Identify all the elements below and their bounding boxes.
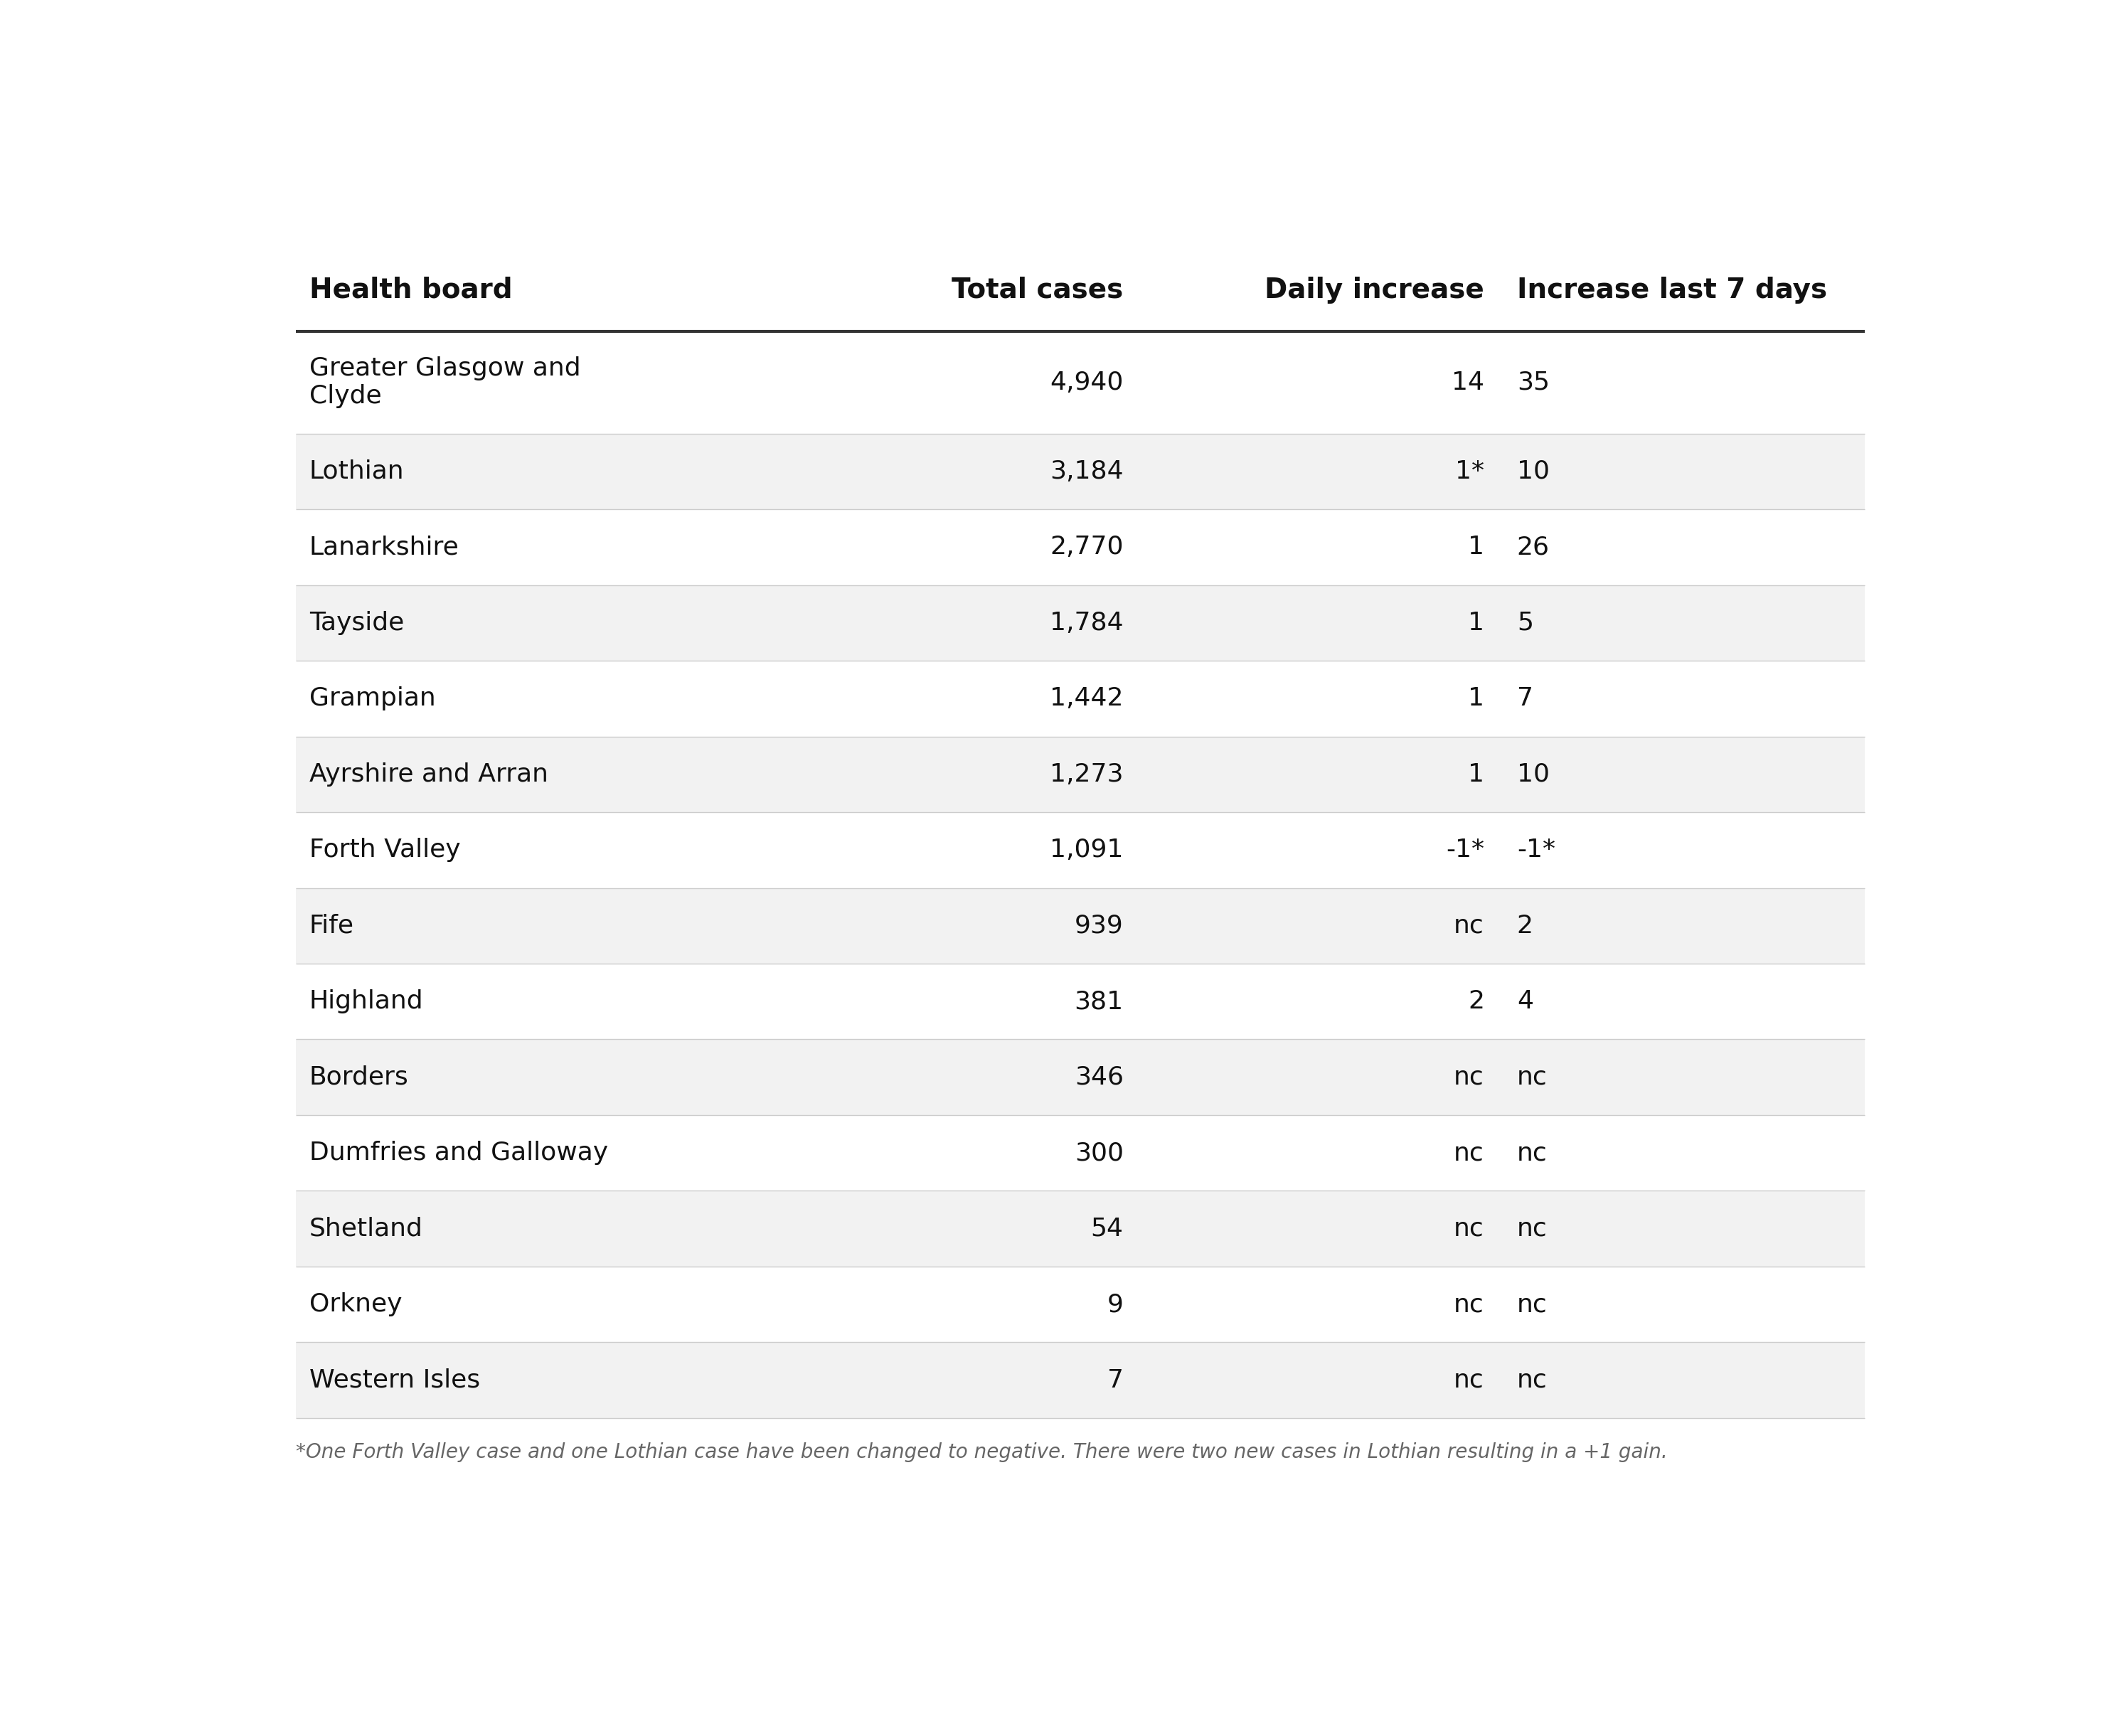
Bar (295, 812, 1863, 887)
Text: Highland: Highland (310, 990, 424, 1014)
Text: Ayrshire and Arran: Ayrshire and Arran (310, 762, 548, 786)
Text: Greater Glasgow and
Clyde: Greater Glasgow and Clyde (310, 356, 580, 408)
Bar (295, 887, 1863, 963)
Text: 381: 381 (1075, 990, 1124, 1014)
Text: 9: 9 (1107, 1292, 1124, 1316)
Text: 1: 1 (1467, 686, 1484, 710)
Text: nc: nc (1455, 913, 1484, 937)
Text: 10: 10 (1518, 762, 1549, 786)
Text: Tayside: Tayside (310, 611, 405, 635)
Bar (295, 736, 1863, 812)
Text: nc: nc (1518, 1217, 1547, 1241)
Text: 26: 26 (1518, 535, 1549, 559)
Text: 2: 2 (1467, 990, 1484, 1014)
Text: 7: 7 (1518, 686, 1533, 710)
Text: nc: nc (1518, 1066, 1547, 1090)
Text: nc: nc (1455, 1066, 1484, 1090)
Text: Increase last 7 days: Increase last 7 days (1518, 276, 1828, 304)
Text: 4: 4 (1518, 990, 1533, 1014)
Text: 54: 54 (1090, 1217, 1124, 1241)
Text: 14: 14 (1452, 370, 1484, 394)
Text: 1,784: 1,784 (1050, 611, 1124, 635)
Text: Health board: Health board (310, 276, 512, 304)
Text: nc: nc (1518, 1368, 1547, 1392)
Text: Shetland: Shetland (310, 1217, 424, 1241)
Text: Orkney: Orkney (310, 1292, 403, 1316)
Text: Fife: Fife (310, 913, 354, 937)
Text: 300: 300 (1075, 1141, 1124, 1165)
Text: 1*: 1* (1455, 460, 1484, 484)
Bar (295, 661, 1863, 736)
Text: nc: nc (1455, 1141, 1484, 1165)
Text: Dumfries and Galloway: Dumfries and Galloway (310, 1141, 607, 1165)
Bar (295, 1191, 1863, 1267)
Text: nc: nc (1455, 1217, 1484, 1241)
Text: Lanarkshire: Lanarkshire (310, 535, 460, 559)
Text: nc: nc (1518, 1141, 1547, 1165)
Text: Western Isles: Western Isles (310, 1368, 481, 1392)
Bar (295, 585, 1863, 661)
Text: 10: 10 (1518, 460, 1549, 484)
Text: -1*: -1* (1446, 838, 1484, 863)
Text: nc: nc (1518, 1292, 1547, 1316)
Text: *One Forth Valley case and one Lothian case have been changed to negative. There: *One Forth Valley case and one Lothian c… (295, 1443, 1667, 1462)
Text: Forth Valley: Forth Valley (310, 838, 460, 863)
Bar (295, 1115, 1863, 1191)
Text: nc: nc (1455, 1292, 1484, 1316)
Bar (295, 963, 1863, 1040)
Text: -1*: -1* (1518, 838, 1556, 863)
Text: 1,442: 1,442 (1050, 686, 1124, 710)
Text: Daily increase: Daily increase (1265, 276, 1484, 304)
Bar (295, 1267, 1863, 1342)
Text: 5: 5 (1518, 611, 1533, 635)
Text: 3,184: 3,184 (1050, 460, 1124, 484)
Text: 4,940: 4,940 (1050, 370, 1124, 394)
Bar (295, 1342, 1863, 1418)
Text: 1,091: 1,091 (1050, 838, 1124, 863)
Text: 2,770: 2,770 (1050, 535, 1124, 559)
Bar (295, 434, 1863, 509)
Text: Borders: Borders (310, 1066, 409, 1090)
Text: 35: 35 (1518, 370, 1549, 394)
Bar (295, 1040, 1863, 1115)
Text: nc: nc (1455, 1368, 1484, 1392)
Bar (295, 332, 1863, 434)
Text: 939: 939 (1075, 913, 1124, 937)
Text: Grampian: Grampian (310, 686, 436, 710)
Text: 1: 1 (1467, 535, 1484, 559)
Text: Lothian: Lothian (310, 460, 405, 484)
Text: 1: 1 (1467, 762, 1484, 786)
Text: Total cases: Total cases (953, 276, 1124, 304)
Bar (295, 248, 1863, 332)
Bar (295, 509, 1863, 585)
Text: 7: 7 (1107, 1368, 1124, 1392)
Text: 1,273: 1,273 (1050, 762, 1124, 786)
Text: 1: 1 (1467, 611, 1484, 635)
Text: 2: 2 (1518, 913, 1533, 937)
Text: 346: 346 (1075, 1066, 1124, 1090)
